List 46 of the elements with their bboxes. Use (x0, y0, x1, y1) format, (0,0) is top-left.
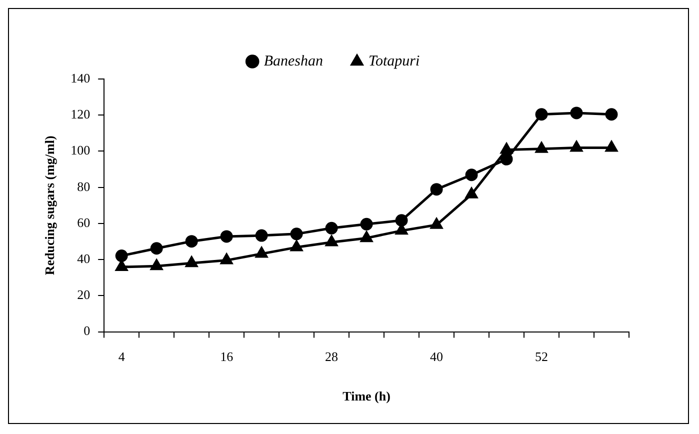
y-axis-title: Reducing sugars (mg/ml) (42, 136, 58, 276)
point (290, 228, 303, 240)
point (150, 242, 163, 255)
y-tick-label: 40 (77, 250, 90, 266)
point (395, 214, 408, 227)
point (360, 218, 373, 230)
y-tick-label: 80 (77, 178, 90, 194)
point (116, 260, 128, 271)
point (185, 235, 198, 248)
point (360, 231, 373, 242)
point (535, 108, 548, 121)
point (325, 222, 338, 234)
point (570, 141, 583, 152)
point (605, 141, 618, 152)
y-tick-label: 120 (70, 106, 90, 122)
point (220, 230, 233, 243)
point (255, 229, 268, 242)
y-tick-label: 60 (77, 214, 90, 230)
x-tick-label: 16 (220, 349, 234, 364)
point (500, 143, 513, 154)
point (536, 142, 548, 153)
point (290, 240, 303, 252)
x-axis-title: Time (h) (342, 388, 390, 404)
point (150, 259, 163, 270)
legend-label: Totapuri (368, 53, 420, 70)
point (465, 168, 478, 182)
y-tick-label: 0 (84, 323, 90, 338)
point (256, 247, 268, 258)
point (605, 108, 618, 121)
point (500, 152, 513, 166)
legend-label: Baneshan (264, 53, 324, 70)
point (326, 235, 338, 246)
point (570, 106, 583, 120)
x-tick-label: 4 (118, 349, 126, 364)
point (115, 250, 128, 262)
x-tick-label: 52 (535, 349, 548, 364)
x-tick-label: 40 (430, 349, 444, 364)
point (430, 183, 443, 196)
point (220, 254, 233, 264)
point (430, 218, 443, 229)
point (186, 256, 198, 268)
y-tick-label: 100 (70, 142, 90, 158)
y-tick-label: 140 (70, 70, 90, 86)
point (466, 188, 478, 198)
x-tick-label: 28 (325, 349, 338, 364)
y-tick-label: 20 (77, 287, 90, 302)
